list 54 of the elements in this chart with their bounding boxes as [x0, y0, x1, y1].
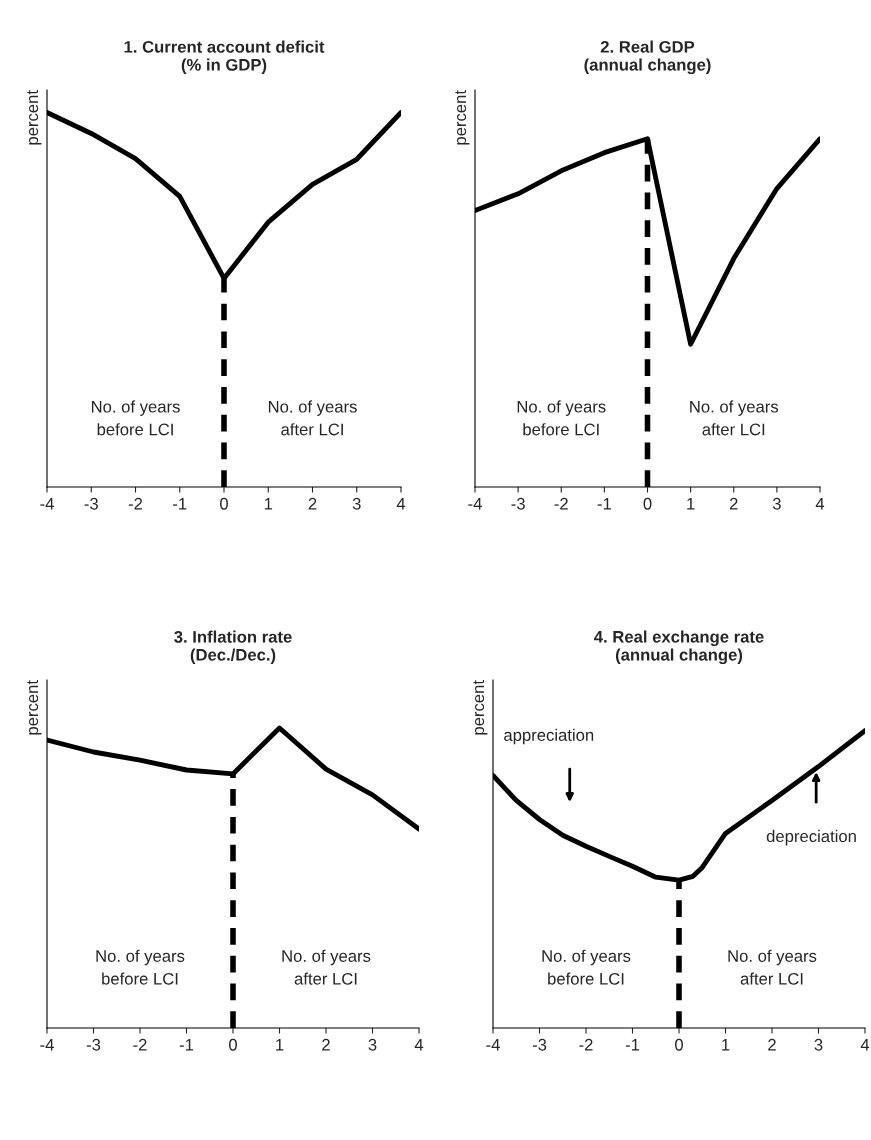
x-tick-label: 4: [815, 498, 825, 510]
x-tick-label: 2: [322, 1038, 330, 1051]
x-tick-label: 0: [220, 497, 228, 510]
x-tick-label: -1: [625, 1039, 640, 1051]
x-tick-label: -2: [128, 497, 143, 510]
annotation: No. of years before LCI: [96, 949, 185, 985]
y-axis-title: percent: [27, 680, 42, 735]
y-axis-title: percent: [473, 680, 488, 735]
annotation: No. of years after LCI: [268, 400, 357, 436]
annotation: No. of years before LCI: [517, 400, 606, 436]
annotation: depreciation: [766, 829, 856, 846]
annotation: No. of years after LCI: [690, 400, 779, 436]
chart-title: 1. Current account deficit (% in GDP): [124, 40, 325, 75]
x-tick-label: 4: [414, 1039, 424, 1051]
x-tick-label: 1: [722, 1039, 730, 1051]
x-tick-label: 1: [276, 1039, 284, 1051]
y-axis-title: percent: [455, 90, 470, 145]
y-axis-title: percent: [27, 90, 42, 145]
x-tick-label: 2: [308, 497, 317, 510]
x-tick-label: 3: [772, 497, 781, 510]
x-tick-label: -1: [173, 498, 187, 510]
x-tick-label: 0: [229, 1038, 237, 1051]
x-tick-label: 0: [675, 1038, 683, 1051]
x-tick-label: -3: [532, 1038, 547, 1051]
x-tick-label: 4: [860, 1039, 870, 1051]
x-tick-label: -1: [597, 498, 611, 510]
x-tick-label: 4: [396, 498, 406, 510]
annotation: No. of years after LCI: [282, 949, 371, 985]
x-tick-label: 3: [814, 1038, 823, 1051]
x-tick-label: 1: [687, 498, 695, 510]
x-tick-label: -4: [468, 498, 482, 510]
chart-title: 4. Real exchange rate (annual change): [594, 630, 764, 665]
annotation: appreciation: [504, 728, 594, 745]
x-tick-label: -4: [40, 1039, 54, 1051]
x-tick-label: -2: [579, 1038, 593, 1051]
x-tick-label: -4: [40, 498, 54, 510]
x-tick-label: 3: [368, 1038, 377, 1051]
x-tick-label: 2: [768, 1038, 776, 1051]
chart-title: 3. Inflation rate (Dec./Dec.): [174, 630, 292, 665]
x-tick-label: 3: [352, 497, 361, 510]
x-tick-label: -3: [84, 497, 98, 510]
x-tick-label: -3: [86, 1038, 101, 1051]
x-tick-label: -2: [554, 497, 568, 510]
x-tick-label: 2: [729, 497, 738, 510]
annotation: No. of years after LCI: [728, 949, 817, 985]
x-tick-label: -1: [179, 1039, 194, 1051]
x-tick-label: -2: [133, 1038, 147, 1051]
annotation: No. of years before LCI: [542, 949, 631, 985]
x-tick-label: 0: [643, 497, 652, 510]
x-tick-label: -3: [511, 497, 525, 510]
chart-title: 2. Real GDP (annual change): [584, 40, 711, 75]
x-tick-label: 1: [264, 498, 273, 510]
annotation: No. of years before LCI: [91, 400, 180, 436]
x-tick-label: -4: [486, 1039, 500, 1051]
